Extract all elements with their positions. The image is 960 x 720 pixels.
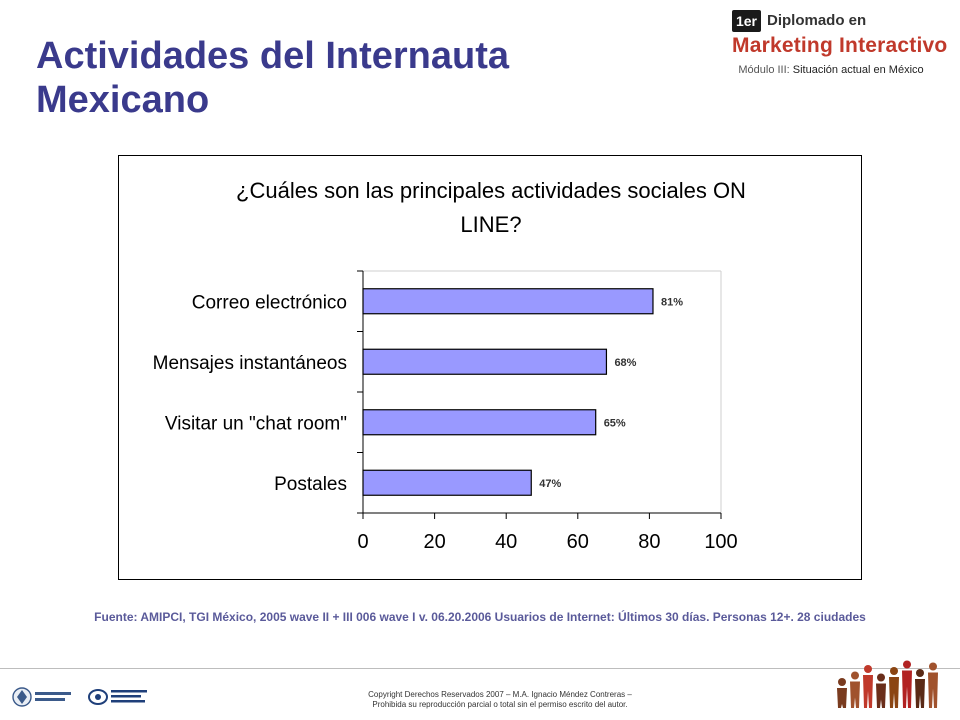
copyright-notice: Copyright Derechos Reservados 2007 – M.A… [330, 690, 670, 710]
person-figure-head [903, 660, 911, 669]
category-label: Correo electrónico [192, 292, 347, 313]
brand-badge: 1er [732, 10, 761, 32]
data-label: 68% [614, 357, 636, 369]
bar [362, 409, 597, 436]
chart-title-line: LINE? [460, 212, 521, 237]
bar [362, 469, 532, 496]
module-text: Situación actual en México [792, 64, 924, 76]
x-tick-label: 80 [638, 531, 660, 553]
x-tick-label: 0 [357, 531, 368, 553]
bar [362, 288, 654, 315]
category-label: Mensajes instantáneos [153, 353, 347, 374]
x-tick-label: 40 [495, 531, 517, 553]
data-label: 47% [539, 478, 561, 490]
chart-title-line: ¿Cuáles son las principales actividades … [236, 178, 746, 203]
person-figure-body [850, 681, 860, 708]
chart-svg: ¿Cuáles son las principales actividades … [153, 178, 746, 553]
copyright-line1: Copyright Derechos Reservados 2007 – M.A… [368, 690, 632, 699]
iab-logo [88, 689, 147, 705]
x-tick-label: 100 [704, 531, 737, 553]
person-figure-head [929, 662, 937, 671]
person-figure-head [864, 665, 872, 673]
person-figure-body [837, 688, 847, 708]
footer-divider [0, 668, 960, 669]
person-figure-head [877, 673, 885, 682]
bar [362, 348, 608, 375]
data-label: 81% [661, 296, 683, 308]
category-label: Postales [274, 474, 347, 495]
brand-line2: Marketing Interactivo [732, 34, 948, 57]
bar-chart: ¿Cuáles son las principales actividades … [118, 155, 862, 580]
person-figure-body [876, 683, 886, 708]
tecnologico-de-monterrey-logo [12, 687, 71, 707]
person-figure-body [889, 677, 899, 708]
brand-line1: Diplomado en [767, 12, 867, 29]
person-figure-head [851, 671, 859, 680]
source-note: Fuente: AMIPCI, TGI México, 2005 wave II… [94, 610, 866, 624]
person-figure-head [916, 669, 924, 677]
people-figures-graphic [837, 660, 938, 708]
person-figure-body [928, 672, 938, 708]
x-tick-label: 60 [567, 531, 589, 553]
person-figure-head [890, 667, 898, 675]
x-tick-label: 20 [423, 531, 445, 553]
person-figure-body [915, 679, 925, 708]
slide-title: Actividades del Internauta Mexicano [36, 35, 510, 121]
copyright-line2: Prohibida su reproducción parcial o tota… [372, 700, 628, 709]
data-label: 65% [604, 417, 626, 429]
category-label: Visitar un "chat room" [165, 413, 347, 434]
module-label: Módulo III: [738, 64, 790, 76]
module-caption: Módulo III: Situación actual en México [716, 64, 946, 77]
person-figure-body [902, 670, 912, 708]
person-figure-body [863, 675, 873, 708]
person-figure-head [838, 678, 846, 686]
